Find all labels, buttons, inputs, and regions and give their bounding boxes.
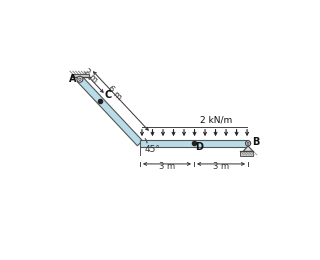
Text: A: A: [69, 74, 77, 84]
Text: 45°: 45°: [145, 145, 161, 154]
Text: C: C: [104, 90, 112, 100]
Polygon shape: [140, 140, 248, 147]
Circle shape: [77, 76, 83, 82]
Polygon shape: [243, 146, 253, 151]
Bar: [240, 151, 253, 157]
Circle shape: [247, 142, 249, 144]
Text: 3 m: 3 m: [213, 162, 229, 171]
Circle shape: [245, 141, 251, 146]
Circle shape: [79, 78, 81, 80]
Polygon shape: [77, 77, 143, 146]
Text: 2 kN/m: 2 kN/m: [200, 115, 232, 124]
Text: B: B: [252, 137, 260, 147]
Text: 2 m: 2 m: [82, 67, 100, 84]
Text: 3 m: 3 m: [159, 162, 175, 171]
Text: 6 m: 6 m: [106, 84, 124, 102]
Bar: [72, 74, 89, 77]
Text: D: D: [195, 142, 203, 152]
